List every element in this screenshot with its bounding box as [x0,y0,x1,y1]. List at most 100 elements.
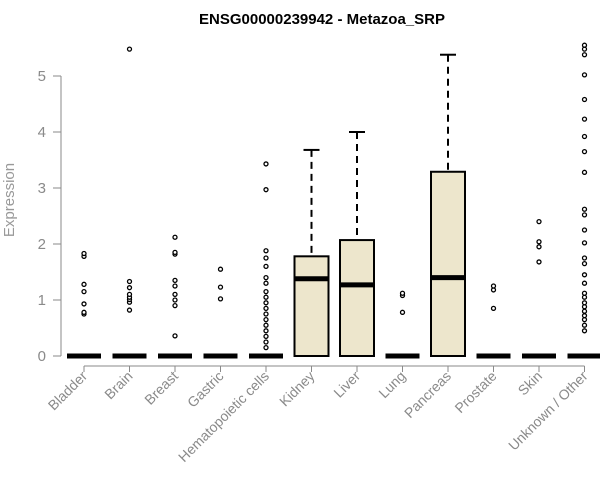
x-tick-label: Breast [141,368,181,408]
outlier-point [581,255,588,261]
outlier-point [172,249,178,256]
outlier-point [263,344,269,351]
outlier-point [126,285,133,291]
outlier-point [263,274,269,281]
outlier-point [536,218,542,225]
outlier-point [581,260,588,267]
outlier-point [263,311,269,317]
outlier-point [581,313,588,319]
outlier-point [581,206,588,212]
outlier-point [581,169,588,175]
x-tick-label: Liver [330,368,363,401]
box-group [522,218,556,359]
outlier-point [536,259,542,265]
outlier-point [581,227,588,233]
x-tick-label: Lung [375,368,408,401]
box-group [203,266,238,359]
outlier-point [581,133,588,140]
outlier-point [172,283,178,289]
outlier-point [217,284,224,290]
box-body [293,255,330,358]
outlier-point [581,240,588,246]
outlier-point [536,244,542,250]
outlier-point [263,305,269,312]
outlier-point [81,301,87,307]
y-tick-label: 2 [38,236,46,253]
box-group [249,161,283,359]
outlier-point [581,272,588,278]
outlier-point [263,333,269,340]
outlier-point [126,307,133,313]
box-group [567,42,600,359]
outlier-point [581,52,588,58]
outlier-point [581,300,588,306]
y-axis-label: Expression [1,163,18,237]
outlier-point [581,96,588,103]
outlier-point [263,263,269,270]
outlier-point [172,234,178,240]
x-tick-label: Prostate [451,368,499,416]
y-tick-label: 3 [38,180,46,197]
outlier-point [581,42,588,48]
x-tick-label: Gastric [184,368,227,411]
outlier-point [172,297,178,303]
outlier-point [490,305,497,312]
y-tick-label: 1 [38,292,46,309]
box-body [430,170,466,357]
outlier-point [81,250,87,257]
outlier-point [581,328,588,334]
outlier-point [399,309,406,315]
outlier-point [126,278,133,285]
outlier-point [263,280,269,286]
box-group [339,131,375,357]
outlier-point [581,290,588,296]
outlier-point [263,294,269,300]
outlier-point [399,290,406,296]
y-axis: 0 1 2 3 4 5 [38,68,62,365]
outlier-point [263,328,269,334]
box-group [112,46,147,359]
box-group [385,290,420,359]
box-group [158,234,192,359]
outlier-point [263,300,269,306]
y-tick-label: 0 [38,348,46,365]
outlier-point [581,72,588,78]
y-tick-label: 4 [38,124,46,141]
outlier-point [490,283,497,289]
outlier-point [217,266,224,272]
box-group [293,148,330,358]
box-series [67,42,600,359]
outlier-point [263,255,269,261]
x-tick-label: Kidney [276,368,318,410]
chart-title: ENSG00000239942 - Metazoa_SRP [199,11,445,28]
outlier-point [263,316,269,323]
outlier-point [581,212,588,218]
outlier-point [81,281,87,287]
outlier-point [536,239,542,245]
outlier-point [172,291,178,298]
outlier-point [263,161,269,167]
outlier-point [581,116,588,122]
x-tick-label: Hematopoietic cells [175,368,272,465]
outlier-point [172,302,178,309]
box-group [430,53,466,357]
outlier-point [263,322,269,328]
x-tick-label: Pancreas [401,368,454,421]
outlier-point [81,309,87,315]
outlier-point [581,280,588,286]
y-tick-label: 5 [38,68,46,85]
outlier-point [126,291,133,298]
outlier-point [263,339,269,345]
outlier-point [126,46,133,52]
outlier-point [81,288,87,295]
outlier-point [581,308,588,314]
box-body [339,239,375,357]
outlier-point [263,187,269,193]
outlier-point [263,288,269,295]
x-tick-label: Skin [515,368,546,399]
x-tick-label: Unknown / Other [505,368,591,454]
x-tick-label: Brain [101,368,135,402]
